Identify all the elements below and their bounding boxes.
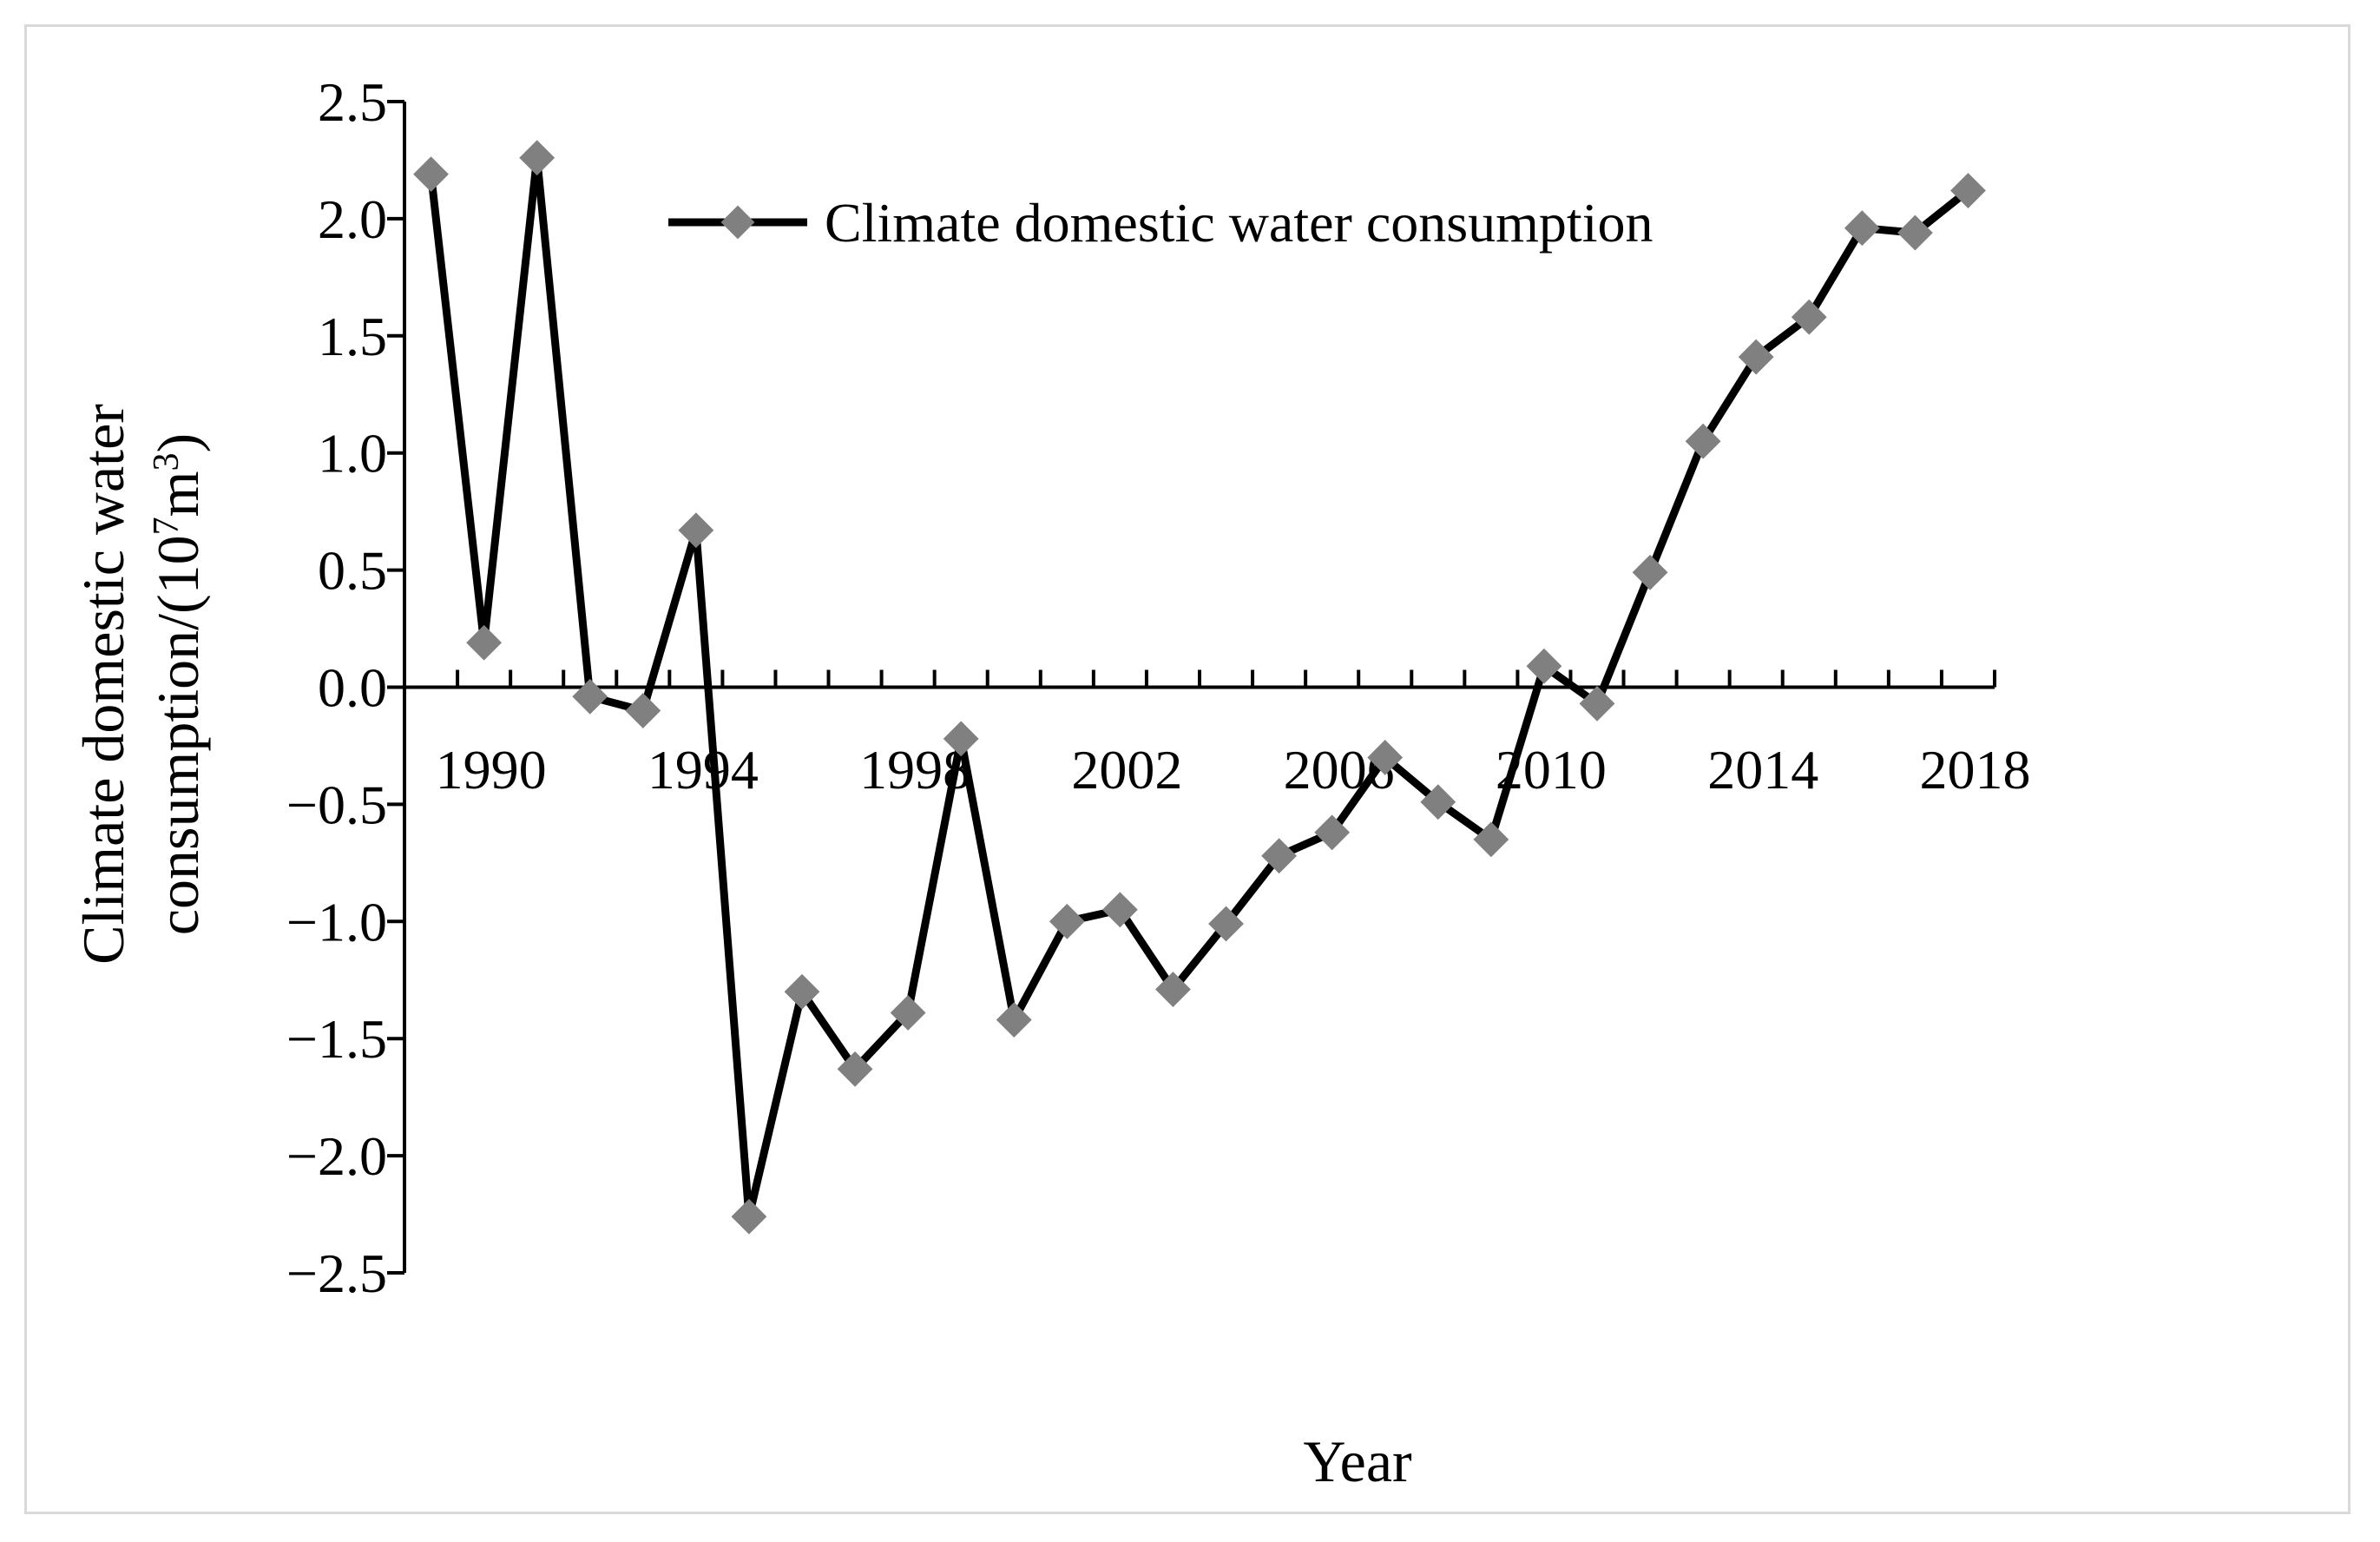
data-point <box>1791 299 1827 335</box>
legend-label: Climate domestic water consumption <box>825 192 1653 254</box>
data-point <box>1261 838 1298 874</box>
y-tick-label: 1.5 <box>318 306 387 367</box>
data-point <box>1526 648 1562 684</box>
x-tick-label: 1994 <box>648 739 759 801</box>
y-tick-label: 0.5 <box>318 540 387 602</box>
y-tick-label: −2.5 <box>286 1242 387 1304</box>
legend-marker <box>720 205 755 240</box>
data-point <box>1897 214 1933 251</box>
y-tick-label: 0.0 <box>318 657 387 719</box>
data-point <box>996 1002 1032 1038</box>
y-tick-label: −1.5 <box>286 1008 387 1070</box>
data-point <box>890 995 926 1031</box>
x-tick-label: 2002 <box>1071 739 1182 801</box>
y-tick-label: 2.5 <box>318 71 387 133</box>
data-point <box>466 624 503 661</box>
data-point <box>1208 906 1244 942</box>
y-tick-label: 2.0 <box>318 188 387 250</box>
y-axis-title-line2: consumption/(107m3) <box>145 433 211 935</box>
data-point <box>1844 210 1880 247</box>
data-point <box>784 973 820 1010</box>
data-point <box>1579 685 1615 722</box>
data-point <box>572 678 608 715</box>
data-point <box>1950 173 1986 208</box>
legend: Climate domestic water consumption <box>668 192 1653 254</box>
data-point <box>1367 740 1404 775</box>
data-point <box>1314 814 1351 851</box>
y-tick-label: −0.5 <box>286 774 387 835</box>
data-point <box>413 156 449 193</box>
data-point <box>943 721 979 757</box>
data-point <box>625 693 661 728</box>
x-tick-label: 1990 <box>436 739 547 801</box>
x-axis-title: Year <box>1303 1428 1412 1494</box>
data-point <box>1473 821 1509 858</box>
chart-frame <box>24 24 2350 1514</box>
series-line <box>427 154 1972 1221</box>
data-point <box>731 1198 767 1235</box>
data-point <box>519 140 556 176</box>
axes: 2.5 2.0 1.5 1.0 0.5 0.0 −0.5 −1.0 −1.5 −2.0 −2.5 19… <box>286 71 2031 1304</box>
y-tick-label: −2.0 <box>286 1125 387 1187</box>
data-point <box>1738 339 1774 375</box>
x-tick-label: 2018 <box>1919 739 2030 801</box>
data-point <box>1049 903 1085 939</box>
data-point <box>1155 972 1191 1007</box>
data-point <box>1685 423 1721 459</box>
y-tick-label: −1.0 <box>286 891 387 952</box>
y-axis-title: Climate domestic water consumption/(107m… <box>70 404 211 965</box>
data-point <box>1420 784 1456 820</box>
data-point <box>837 1051 873 1087</box>
data-point <box>1101 892 1138 928</box>
data-point <box>678 512 714 549</box>
y-axis-title-line1: Climate domestic water <box>70 404 136 965</box>
series-group <box>413 140 1986 1235</box>
data-point <box>1632 554 1668 590</box>
y-tick-label: 1.0 <box>318 423 387 484</box>
x-tick-label: 2014 <box>1707 739 1818 801</box>
